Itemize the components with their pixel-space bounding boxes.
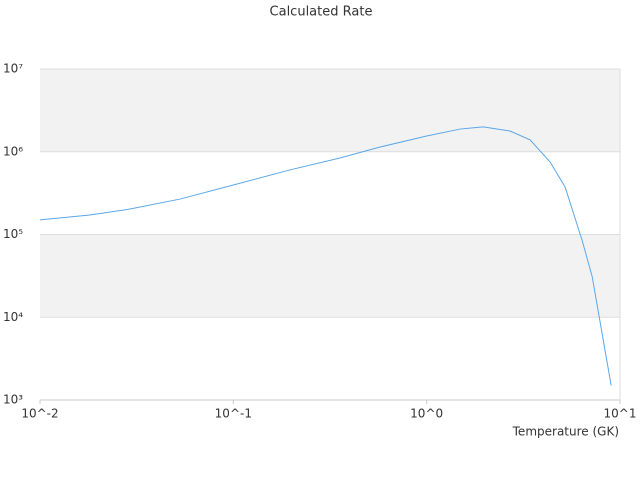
chart-title: Calculated Rate xyxy=(270,5,373,20)
y-tick-label: 10⁴ xyxy=(3,310,23,324)
x-axis-label: Temperature (GK) xyxy=(512,425,619,439)
y-tick-label: 10⁷ xyxy=(3,62,23,76)
y-tick-label: 10³ xyxy=(3,393,23,407)
x-tick-label: 10^1 xyxy=(604,407,637,421)
x-tick-label: 10^-2 xyxy=(21,407,58,421)
x-tick-label: 10^0 xyxy=(410,407,443,421)
band xyxy=(40,234,620,318)
band xyxy=(40,69,620,152)
y-tick-label: 10⁶ xyxy=(3,144,23,158)
line-series xyxy=(39,126,612,386)
x-tick-label: 10^-1 xyxy=(215,407,252,421)
y-tick-label: 10⁵ xyxy=(3,227,23,241)
